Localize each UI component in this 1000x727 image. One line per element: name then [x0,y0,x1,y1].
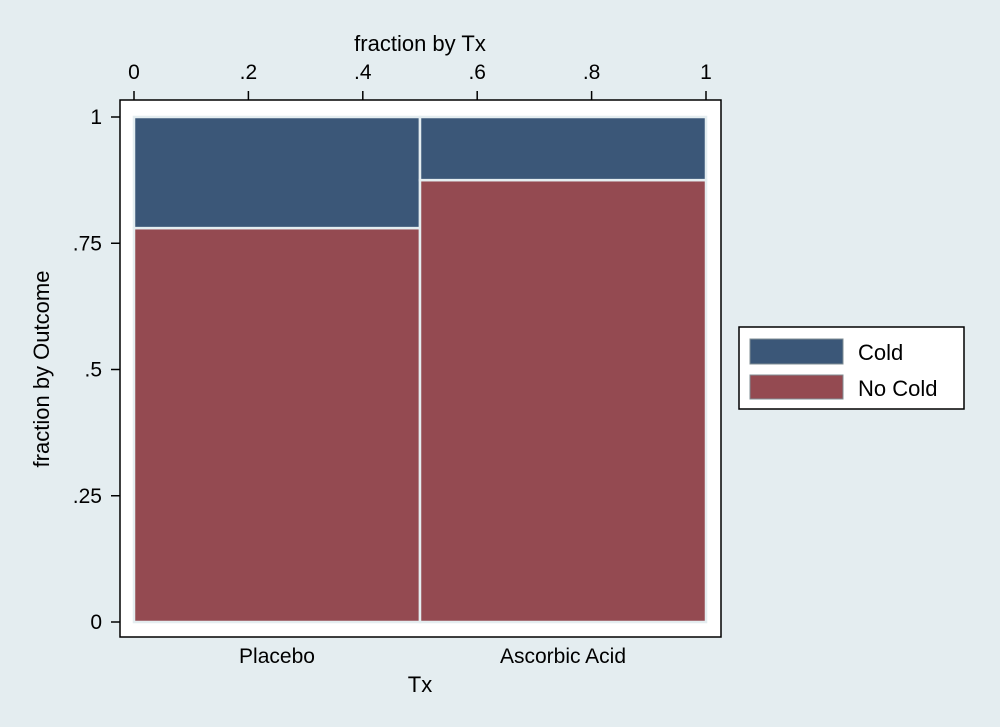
x2-tick-label: .4 [354,61,372,84]
axes: 0 .2 .4 .6 .8 1 0 .25 .5 .75 1 Placebo Ascorbic Acid [73,61,712,668]
legend-label-no-cold: No Cold [858,376,937,401]
y-tick-label: .75 [73,232,102,255]
legend-swatch-no-cold [749,374,844,400]
y-tick-label: .25 [73,485,102,508]
x-axis-title: Tx [408,672,432,697]
legend: Cold No Cold [738,326,965,410]
cell-placebo-no-cold [132,226,422,624]
x-category-label: Placebo [239,645,315,668]
y-tick-label: .5 [84,359,102,382]
cell-placebo-cold [132,115,422,230]
mosaic-cells [132,115,708,624]
legend-label-cold: Cold [858,340,903,365]
y-tick-label: 0 [90,611,102,634]
x2-axis-title: fraction by Tx [354,31,486,56]
cell-ascorbic-acid-cold [418,115,708,182]
x2-tick-label: 1 [700,61,712,84]
y-axis-title: fraction by Outcome [29,271,54,468]
x2-tick-label: .8 [583,61,601,84]
cell-ascorbic-acid-no-cold [418,178,708,624]
x2-tick-label: .2 [240,61,258,84]
y-tick-label: 1 [90,106,102,129]
legend-swatch-cold [749,338,844,365]
x2-tick-label: 0 [128,61,140,84]
x-category-label: Ascorbic Acid [500,645,626,668]
x2-tick-label: .6 [468,61,486,84]
